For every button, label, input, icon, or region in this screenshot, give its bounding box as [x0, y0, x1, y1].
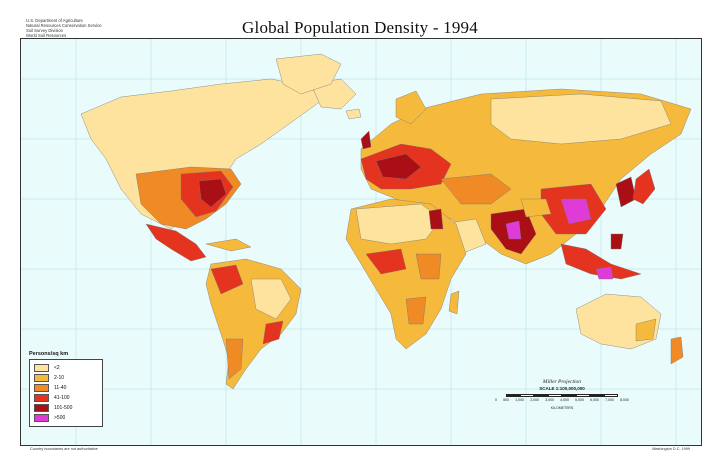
- scale-segment: [534, 394, 548, 397]
- north-america: [80, 78, 357, 262]
- legend-item: >500: [34, 413, 98, 423]
- scale-segment: [590, 394, 604, 397]
- scale-segment: [576, 394, 590, 397]
- south-america: [205, 258, 302, 390]
- agency-line: World Soil Resources: [26, 33, 67, 38]
- legend-label: 101-500: [54, 405, 73, 411]
- scale-tick: 6,000: [590, 398, 599, 402]
- legend-label: >500: [54, 415, 66, 421]
- scale-tick: 4,000: [560, 398, 569, 402]
- legend-swatch: [34, 394, 49, 402]
- legend-item: 101-500: [34, 403, 98, 413]
- projection-label: Miller Projection: [542, 379, 582, 385]
- eurasia: [360, 88, 692, 265]
- map-title: Global Population Density - 1994: [242, 18, 478, 37]
- greenland: [275, 53, 342, 95]
- scale-ticks: 0 500 1,000 2,000 3,000 4,000 5,000 6,00…: [487, 398, 637, 402]
- agency-line: Soil Survey Division: [26, 28, 64, 33]
- legend-item: 11-40: [34, 383, 98, 393]
- agency-block: U.S. Department of Agriculture Natural R…: [26, 18, 102, 38]
- scale-tick: 5,000: [575, 398, 584, 402]
- scale-segment: [506, 394, 520, 397]
- scale-bar: [487, 394, 637, 397]
- legend-label: <2: [54, 365, 60, 371]
- scale-block: Miller Projection SCALE 1:100,000,000 0 …: [487, 379, 637, 410]
- legend-swatch: [34, 414, 49, 422]
- scale-tick: 0: [495, 398, 497, 402]
- iceland: [345, 108, 362, 120]
- scale-text: SCALE 1:100,000,000: [539, 386, 585, 391]
- footer-disclaimer: Country boundaries are not authoritative: [30, 447, 98, 451]
- legend: Persons/sq km <2 2-10 11-40 41-100 101-5…: [29, 351, 103, 427]
- scale-tick: 2,000: [530, 398, 539, 402]
- legend-item: <2: [34, 363, 98, 373]
- legend-title: Persons/sq km: [29, 351, 69, 357]
- oceania: [575, 293, 684, 365]
- uk: [360, 130, 372, 150]
- scale-segment: [520, 394, 534, 397]
- scale-segment: [548, 394, 562, 397]
- legend-swatch: [34, 384, 49, 392]
- legend-box: <2 2-10 11-40 41-100 101-500 >500: [29, 359, 103, 427]
- legend-label: 11-40: [54, 385, 67, 391]
- scale-tick: 8,000: [620, 398, 629, 402]
- legend-swatch: [34, 404, 49, 412]
- legend-item: 2-10: [34, 373, 98, 383]
- world-map: [21, 39, 701, 445]
- scale-segment: [562, 394, 576, 397]
- southeast-asia: [560, 168, 656, 280]
- scale-segment: [604, 394, 618, 397]
- scale-tick: 500: [503, 398, 510, 402]
- scale-unit: KILOMETERS: [550, 406, 574, 410]
- legend-item: 41-100: [34, 393, 98, 403]
- legend-label: 41-100: [54, 395, 70, 401]
- footer-place-date: Washington D.C. 1999: [651, 447, 690, 451]
- legend-swatch: [34, 374, 49, 382]
- africa: [345, 198, 467, 350]
- agency-line: U.S. Department of Agriculture: [26, 18, 83, 23]
- agency-line: Natural Resources Conservation Service: [26, 23, 102, 28]
- map-frame: Persons/sq km <2 2-10 11-40 41-100 101-5…: [20, 38, 702, 446]
- legend-label: 2-10: [54, 375, 65, 381]
- legend-swatch: [34, 364, 49, 372]
- scale-tick: 3,000: [545, 398, 554, 402]
- scale-tick: 1,000: [515, 398, 524, 402]
- scale-tick: 7,000: [605, 398, 614, 402]
